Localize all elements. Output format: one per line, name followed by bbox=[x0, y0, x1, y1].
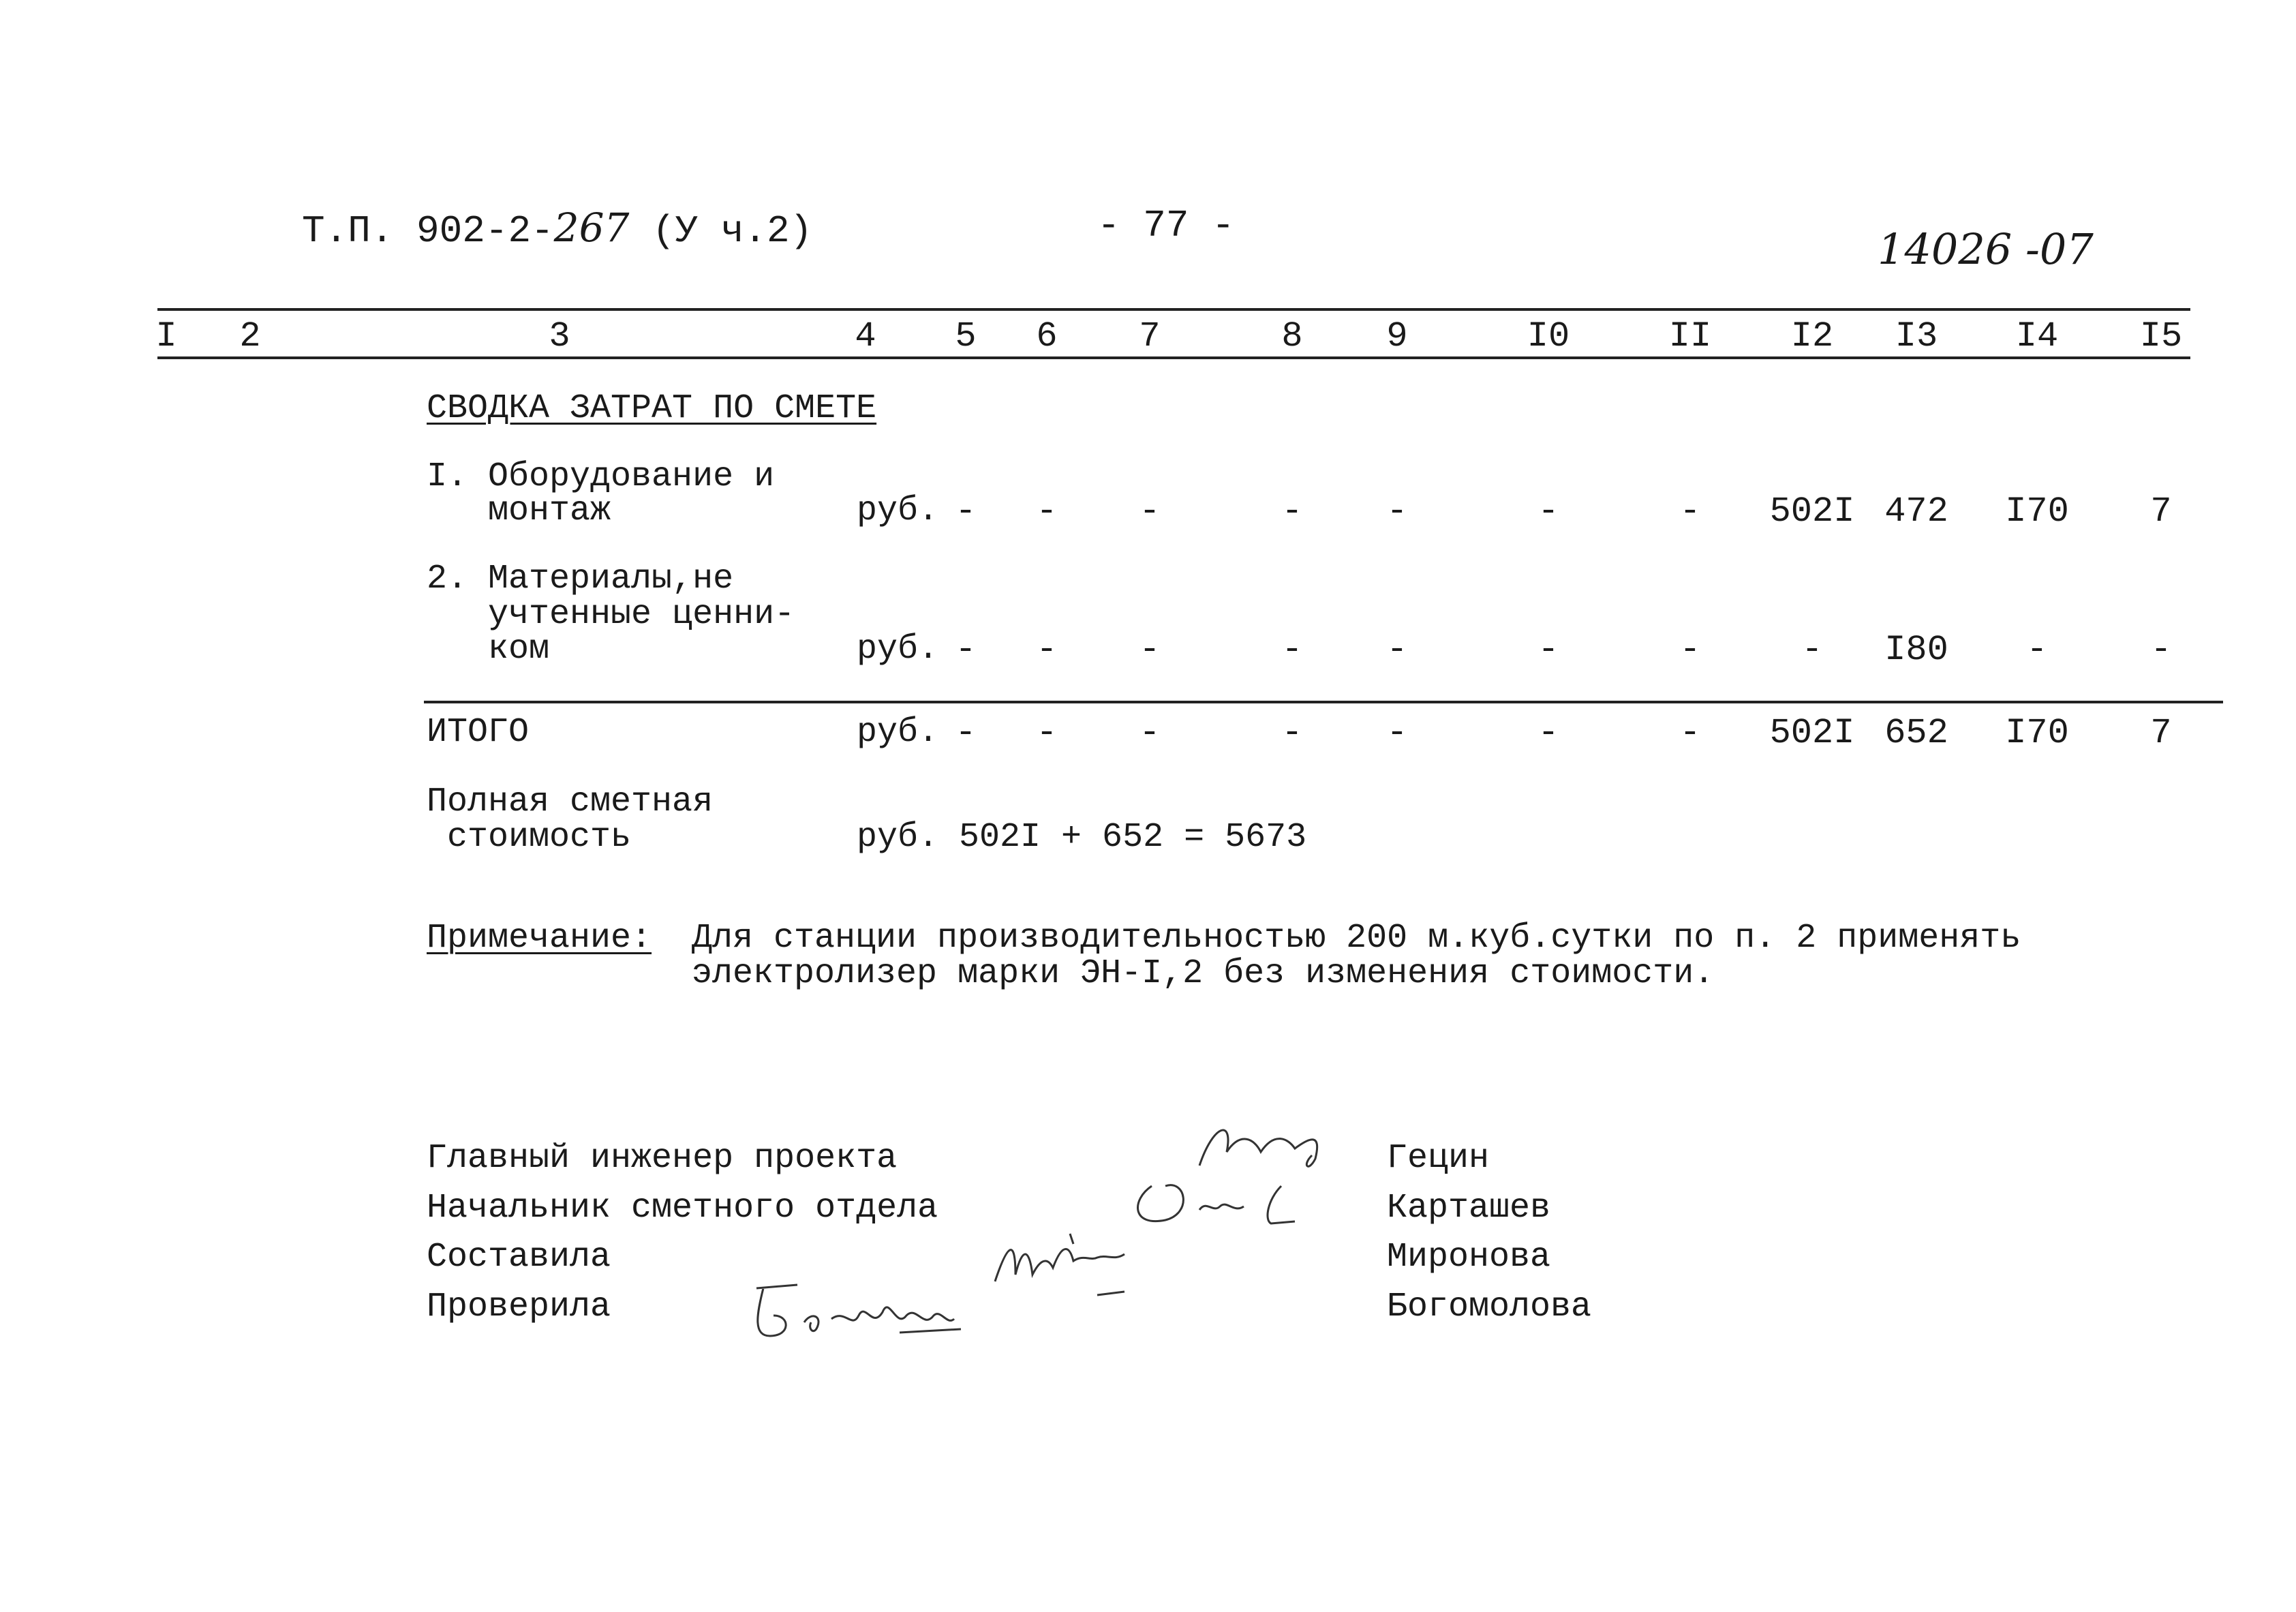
table-cell-col-13: 472 bbox=[1884, 491, 1948, 532]
total-rule bbox=[424, 701, 2223, 703]
column-number-4: 4 bbox=[855, 316, 876, 356]
table-cell-col-7: - bbox=[1139, 630, 1161, 670]
archive-number: 14026 -07 bbox=[1878, 224, 2094, 274]
signature-role-4: Проверила bbox=[427, 1288, 611, 1326]
column-number-14: I4 bbox=[2015, 316, 2059, 356]
table-cell-col-15: 7 bbox=[2150, 713, 2172, 753]
row-2-label-line-3: ком bbox=[427, 630, 550, 669]
row-1-label-line-2: монтаж bbox=[427, 491, 611, 530]
column-number-1: I bbox=[155, 316, 177, 356]
signature-role-2: Начальник сметного отдела bbox=[427, 1189, 938, 1228]
table-top-rule bbox=[157, 308, 2190, 311]
table-cell-col-6: - bbox=[1036, 630, 1058, 670]
row-2-label-line-1: 2. Материалы,не bbox=[427, 560, 734, 598]
table-cell-col-9: - bbox=[1386, 491, 1408, 532]
column-number-11: II bbox=[1668, 316, 1712, 356]
row-1-label-line-1: I. Оборудование и bbox=[427, 457, 775, 496]
table-cell-col-14: I70 bbox=[2005, 491, 2069, 532]
signature-name-4: Богомолова bbox=[1387, 1288, 1592, 1326]
document-reference: Т.П. 902-2-267 (У ч.2) bbox=[302, 208, 812, 250]
doc-part: (У ч.2) bbox=[652, 209, 813, 253]
total-label: ИТОГО bbox=[427, 713, 530, 752]
table-cell-col-11: - bbox=[1679, 713, 1701, 753]
table-cell-col-5: - bbox=[955, 491, 977, 532]
table-cell-col-12: - bbox=[1801, 630, 1823, 670]
signature-name-3: Миронова bbox=[1387, 1238, 1551, 1277]
full-cost-label-line-2: стоимость bbox=[427, 818, 632, 857]
table-cell-col-10: - bbox=[1537, 713, 1559, 753]
full-cost-label-line-1: Полная сметная bbox=[427, 782, 714, 821]
column-number-12: I2 bbox=[1790, 316, 1834, 356]
signature-role-1: Главный инженер проекта bbox=[427, 1139, 898, 1178]
total-unit: руб. bbox=[857, 713, 939, 752]
row-2-unit: руб. bbox=[857, 630, 939, 669]
table-cell-col-5: - bbox=[955, 630, 977, 670]
table-cell-col-14: - bbox=[2026, 630, 2048, 670]
handwritten-signature-3 bbox=[994, 1233, 1125, 1296]
table-cell-col-6: - bbox=[1036, 491, 1058, 532]
table-cell-col-7: - bbox=[1139, 713, 1161, 753]
table-header-rule bbox=[157, 356, 2190, 359]
table-cell-col-12: 502I bbox=[1769, 491, 1855, 532]
row-2-label-line-2: учтенные ценни- bbox=[427, 595, 795, 634]
table-cell-col-13: 652 bbox=[1884, 713, 1948, 753]
signature-role-3: Составила bbox=[427, 1238, 611, 1277]
table-cell-col-10: - bbox=[1537, 630, 1559, 670]
column-number-2: 2 bbox=[239, 316, 261, 356]
table-cell-col-11: - bbox=[1679, 630, 1701, 670]
column-number-13: I3 bbox=[1895, 316, 1938, 356]
row-1-unit: руб. bbox=[857, 491, 939, 530]
column-number-6: 6 bbox=[1036, 316, 1058, 356]
table-cell-col-10: - bbox=[1537, 491, 1559, 532]
table-cell-col-8: - bbox=[1281, 713, 1303, 753]
column-number-3: 3 bbox=[549, 316, 570, 356]
page-number: - 77 - bbox=[1097, 204, 1235, 247]
table-cell-col-9: - bbox=[1386, 713, 1408, 753]
table-cell-col-15: 7 bbox=[2150, 491, 2172, 532]
section-title: СВОДКА ЗАТРАТ ПО СМЕТЕ bbox=[427, 389, 877, 428]
column-number-10: I0 bbox=[1527, 316, 1570, 356]
handwritten-signature-4 bbox=[756, 1283, 962, 1337]
doc-ref-handwritten: 267 bbox=[553, 204, 630, 251]
note-line-2: электролизер марки ЭН-I,2 без изменения … bbox=[692, 954, 1715, 993]
table-cell-col-6: - bbox=[1036, 713, 1058, 753]
table-cell-col-8: - bbox=[1281, 491, 1303, 532]
signature-name-2: Карташев bbox=[1387, 1189, 1551, 1228]
table-cell-col-14: I70 bbox=[2005, 713, 2069, 753]
handwritten-signature-1 bbox=[1198, 1129, 1319, 1168]
table-cell-col-7: - bbox=[1139, 491, 1161, 532]
column-number-9: 9 bbox=[1386, 316, 1408, 356]
column-number-8: 8 bbox=[1281, 316, 1303, 356]
handwritten-signature-2 bbox=[1137, 1184, 1296, 1225]
table-cell-col-11: - bbox=[1679, 491, 1701, 532]
table-cell-col-15: - bbox=[2150, 630, 2172, 670]
signature-name-1: Гецин bbox=[1387, 1139, 1490, 1178]
table-cell-col-5: - bbox=[955, 713, 977, 753]
note-line-1: Для станции производительностью 200 м.ку… bbox=[692, 919, 2021, 958]
column-number-15: I5 bbox=[2139, 316, 2183, 356]
column-number-7: 7 bbox=[1139, 316, 1161, 356]
note-label: Примечание: bbox=[427, 919, 652, 958]
table-cell-col-9: - bbox=[1386, 630, 1408, 670]
column-number-5: 5 bbox=[955, 316, 977, 356]
doc-ref: Т.П. 902-2- bbox=[302, 209, 554, 253]
full-cost-value: руб. 502I + 652 = 5673 bbox=[857, 818, 1307, 857]
table-cell-col-12: 502I bbox=[1769, 713, 1855, 753]
table-cell-col-13: I80 bbox=[1884, 630, 1948, 670]
table-cell-col-8: - bbox=[1281, 630, 1303, 670]
